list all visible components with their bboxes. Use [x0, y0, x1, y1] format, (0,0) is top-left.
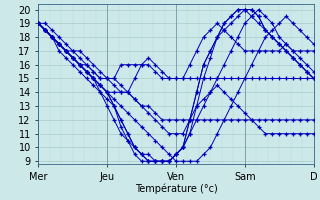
X-axis label: Température (°c): Température (°c)	[135, 183, 217, 194]
